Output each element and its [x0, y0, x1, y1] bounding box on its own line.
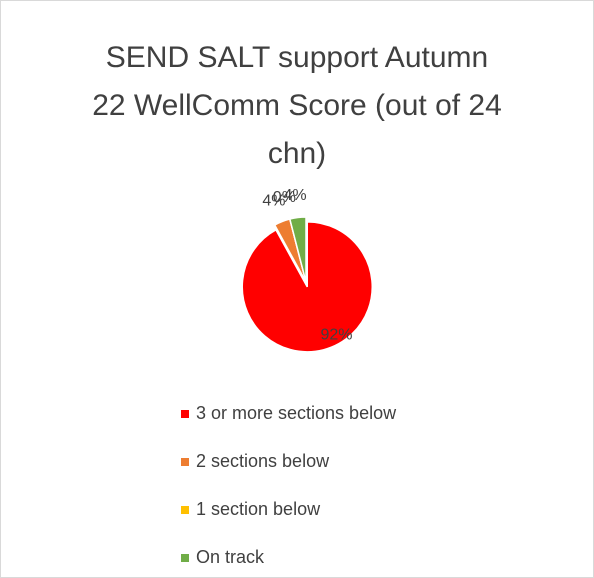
legend-label: On track	[196, 547, 265, 567]
legend-label: 3 or more sections below	[196, 403, 397, 423]
data-label: 0%	[273, 189, 296, 206]
pie-slice	[288, 216, 307, 283]
data-label: 92%	[321, 326, 353, 343]
legend-marker	[181, 554, 189, 562]
legend-label: 1 section below	[196, 499, 321, 519]
legend-marker	[181, 458, 189, 466]
chart-title: SEND SALT support Autumn 22 WellComm Sco…	[92, 41, 502, 170]
legend-label: 2 sections below	[196, 451, 330, 471]
legend-marker	[181, 410, 189, 418]
data-label: 4%	[262, 192, 285, 209]
legend-marker	[181, 506, 189, 514]
data-label: 4%	[284, 187, 307, 204]
pie-slice	[241, 221, 373, 353]
